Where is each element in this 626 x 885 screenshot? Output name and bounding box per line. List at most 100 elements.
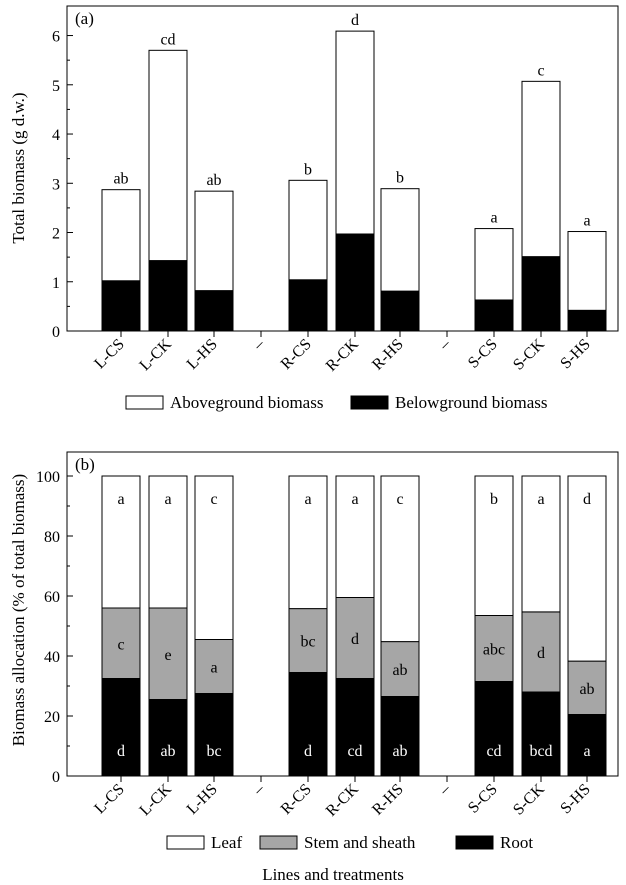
bar-segment-belowground-biomass <box>148 260 188 332</box>
bar-segment-leaf <box>380 475 420 643</box>
x-tick-label: R-CK <box>323 335 362 374</box>
legend-swatch <box>166 835 205 850</box>
panel-b: (b) Biomass allocation (% of total bioma… <box>9 451 619 884</box>
bar-segment-root <box>101 678 141 777</box>
panel-a-y-axis-label: Total biomass (g d.w.) <box>9 92 28 243</box>
legend-label: Belowground biomass <box>395 393 548 412</box>
bar-segment-leaf <box>101 475 141 609</box>
segment-letter-label: a <box>117 491 124 508</box>
bar-segment-aboveground-biomass <box>521 80 561 258</box>
bar-segment-stem-and-sheath <box>288 608 328 673</box>
y-tick-label: 2 <box>52 226 60 243</box>
bar-segment-stem-and-sheath <box>194 639 234 694</box>
bar-segment-aboveground-biomass <box>380 188 420 292</box>
bar-segment-root <box>335 678 375 777</box>
bar-segment-stem-and-sheath <box>474 615 514 682</box>
bar-segment-belowground-biomass <box>194 290 234 332</box>
bar-segment-aboveground-biomass <box>288 179 328 281</box>
segment-letter-label: ab <box>392 662 407 679</box>
bar-segment-root <box>288 672 328 777</box>
x-tick-label: R-CK <box>323 780 362 819</box>
segment-letter-label: cd <box>486 743 501 760</box>
bar-segment-leaf <box>474 475 514 616</box>
panel-a-label: (a) <box>75 9 94 28</box>
segment-letter-label: d <box>537 645 545 662</box>
x-tick-label: L-HS <box>184 336 221 373</box>
x-axis-title: Lines and treatments <box>262 865 404 884</box>
bar-segment-leaf <box>288 475 328 610</box>
x-tick-label: – <box>249 335 268 354</box>
bar-segment-stem-and-sheath <box>101 607 141 679</box>
bar-segment-root <box>148 699 188 777</box>
x-tick-label: R-CS <box>278 336 315 373</box>
bar-top-label: ab <box>113 171 128 188</box>
bar-top-label: a <box>490 210 497 227</box>
segment-letter-label: d <box>351 631 359 648</box>
y-tick-label: 80 <box>44 529 60 546</box>
bar-segment-aboveground-biomass <box>474 228 514 301</box>
panel-b-x-axis: L-CS L-CK L-HS – R-CS R-CK R-HS – S-CS S-CK S-HS <box>91 776 594 820</box>
bar-segment-root <box>474 681 514 777</box>
x-tick-label: – <box>435 335 454 354</box>
x-tick-label: L-CS <box>91 781 128 818</box>
bar-segment-aboveground-biomass <box>194 190 234 292</box>
legend-label: Stem and sheath <box>304 833 416 852</box>
x-tick-label: S-CK <box>510 780 548 818</box>
panel-b-y-axis-label: Biomass allocation (% of total biomass) <box>9 474 28 746</box>
legend-swatch <box>455 835 494 850</box>
y-tick-label: 0 <box>52 324 60 341</box>
bar-top-label: b <box>396 170 404 187</box>
segment-letter-label: d <box>304 743 312 760</box>
bar-segment-aboveground-biomass <box>567 231 607 311</box>
bar-top-label: cd <box>160 31 175 48</box>
bar-segment-belowground-biomass <box>521 256 561 332</box>
x-tick-label: R-HS <box>369 781 407 819</box>
x-tick-label: R-CS <box>278 781 315 818</box>
x-tick-label: S-HS <box>557 781 594 818</box>
segment-letter-label: c <box>117 636 124 653</box>
segment-letter-label: d <box>117 743 125 760</box>
bar-segment-root <box>521 691 561 777</box>
y-tick-label: 5 <box>52 78 60 95</box>
bar-segment-belowground-biomass <box>288 279 328 332</box>
y-tick-label: 0 <box>52 769 60 786</box>
panel-a-y-axis: 0 1 2 3 4 5 6 <box>52 29 73 341</box>
bar-segment-leaf <box>521 475 561 613</box>
bar-segment-stem-and-sheath <box>148 607 188 700</box>
y-tick-label: 20 <box>44 709 60 726</box>
x-tick-label: S-CS <box>465 336 501 372</box>
panel-a-legend: Aboveground biomass Belowground biomass <box>125 393 548 412</box>
bar-segment-leaf <box>194 475 234 640</box>
bar-segment-belowground-biomass <box>335 233 375 332</box>
segment-letter-label: a <box>164 491 171 508</box>
bar-segment-root <box>380 696 420 777</box>
x-tick-label: L-CK <box>136 780 175 819</box>
bar-top-label: b <box>304 161 312 178</box>
y-tick-label: 3 <box>52 176 60 193</box>
bar-top-label: c <box>537 62 544 79</box>
x-tick-label: S-HS <box>557 336 594 373</box>
segment-letter-label: a <box>537 491 544 508</box>
bar-segment-stem-and-sheath <box>335 597 375 679</box>
panel-b-y-axis: 0 20 40 60 80 100 <box>36 469 73 786</box>
segment-letter-label: ab <box>160 743 175 760</box>
bar-top-label: ab <box>206 172 221 189</box>
bar-top-label: a <box>583 213 590 230</box>
panel-a-bars: ab cd ab b d b a c a <box>101 12 607 332</box>
x-tick-label: – <box>249 780 268 799</box>
segment-letter-label: ab <box>579 681 594 698</box>
legend-label: Aboveground biomass <box>170 393 323 412</box>
legend-swatch <box>350 395 389 410</box>
x-tick-label: L-CS <box>91 336 128 373</box>
bar-segment-aboveground-biomass <box>335 30 375 235</box>
bar-segment-belowground-biomass <box>380 290 420 332</box>
panel-b-label: (b) <box>75 455 95 474</box>
bar-segment-belowground-biomass <box>101 280 141 332</box>
bar-segment-root <box>567 714 607 777</box>
segment-letter-label: a <box>304 491 311 508</box>
panel-a-x-axis: L-CS L-CK L-HS – R-CS R-CK R-HS – S-CS S-CK S-HS <box>91 331 594 375</box>
x-tick-label: – <box>435 780 454 799</box>
segment-letter-label: cd <box>347 743 362 760</box>
legend-swatch <box>125 395 164 410</box>
x-tick-label: S-CS <box>465 781 501 817</box>
